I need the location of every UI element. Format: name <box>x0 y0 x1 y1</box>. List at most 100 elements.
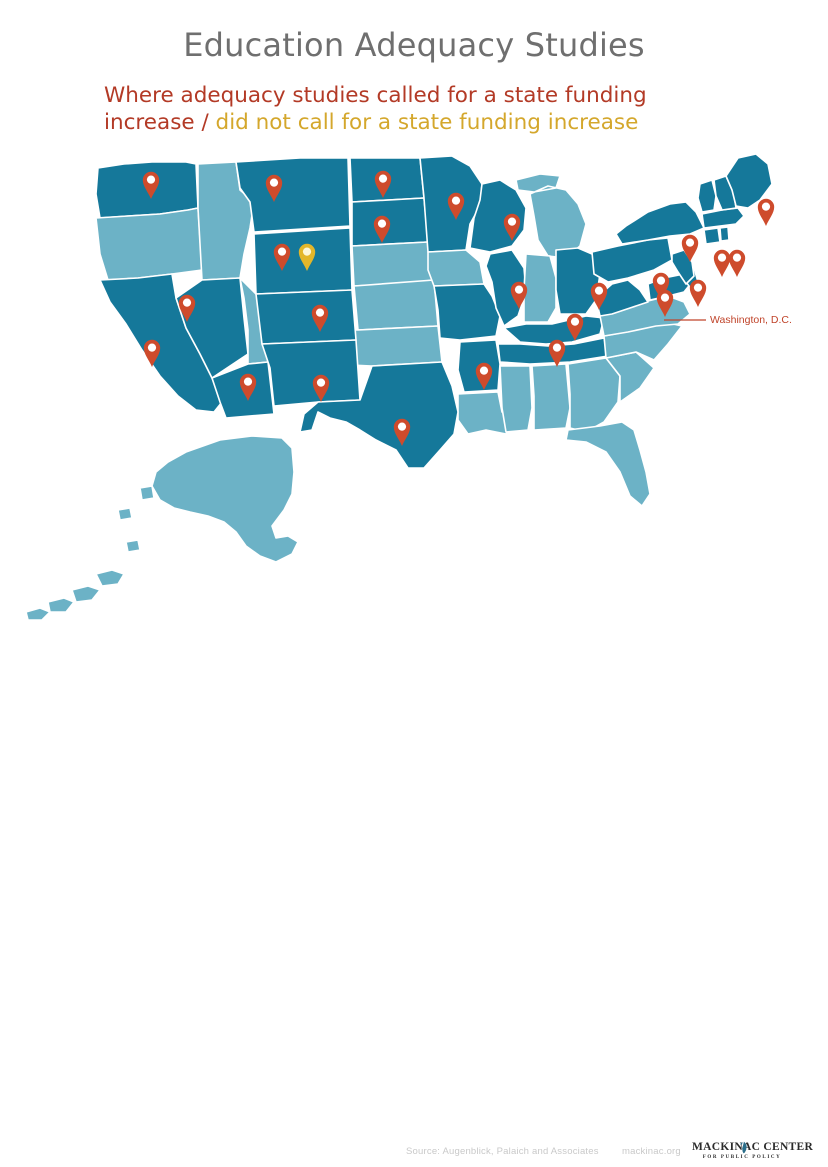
map-pin-VT[interactable] <box>713 249 731 277</box>
state-MT[interactable] <box>235 157 351 233</box>
us-map-svg: Washington, D.C. <box>25 153 792 620</box>
mackinac-logo[interactable]: MACKINAC CENTER FOR PUBLIC POLICY <box>692 1139 813 1167</box>
pin-center-dot <box>377 219 387 228</box>
map-pin-CA[interactable] <box>143 339 161 367</box>
dc-annotation: Washington, D.C. <box>664 314 792 326</box>
pin-center-dot <box>451 196 461 205</box>
state-IN[interactable] <box>523 253 557 323</box>
pin-center-dot <box>656 276 666 285</box>
pin-body <box>447 192 465 220</box>
state-GA[interactable] <box>567 357 621 433</box>
map-pin-AR[interactable] <box>475 362 493 390</box>
state-FL[interactable] <box>565 421 651 507</box>
state-ME[interactable] <box>725 153 773 209</box>
map-pin-NJ[interactable] <box>689 279 707 307</box>
state-NY[interactable] <box>615 201 705 245</box>
subtitle: Where adequacy studies called for a stat… <box>104 82 744 136</box>
state-TX[interactable] <box>299 361 459 469</box>
map-pin-CO[interactable] <box>311 304 329 332</box>
footer: Source: Augenblick, Palaich and Associat… <box>0 572 828 1160</box>
map-pin-MT[interactable] <box>265 174 283 202</box>
pin-body <box>590 282 608 310</box>
state-CO[interactable] <box>255 289 357 345</box>
state-AK[interactable] <box>25 435 299 620</box>
pin-body <box>393 418 411 446</box>
map-pin-WY[interactable] <box>273 243 291 271</box>
pin-center-dot <box>717 253 727 262</box>
map-pin-MN[interactable] <box>447 192 465 220</box>
map-pin-WA[interactable] <box>142 171 160 199</box>
subtitle-no-increase: did not call for a state funding increas… <box>215 110 639 135</box>
pin-center-dot <box>594 286 604 295</box>
map-pin-TN[interactable] <box>548 339 566 367</box>
pin-body <box>373 215 391 243</box>
map-pin-KY[interactable] <box>566 313 584 341</box>
map-pin-TX[interactable] <box>393 418 411 446</box>
state-CA[interactable] <box>99 273 223 413</box>
state-IL[interactable] <box>485 249 527 327</box>
pin-body <box>503 213 521 241</box>
state-AL[interactable] <box>531 363 571 431</box>
state-OR[interactable] <box>95 207 203 281</box>
website-text[interactable]: mackinac.org <box>622 1146 681 1157</box>
pin-body <box>510 281 528 309</box>
pin-center-dot <box>507 217 517 226</box>
pin-center-dot <box>397 422 407 431</box>
state-RI[interactable] <box>719 226 730 242</box>
pin-body <box>656 289 674 317</box>
state-WV[interactable] <box>595 279 649 317</box>
state-IA[interactable] <box>427 249 485 287</box>
michigan-silhouette-icon <box>740 1141 747 1154</box>
state-VT[interactable] <box>697 179 717 213</box>
pin-center-dot <box>660 293 670 302</box>
map-pin-SD[interactable] <box>373 215 391 243</box>
state-LA[interactable] <box>457 391 515 435</box>
pin-center-dot <box>269 178 279 187</box>
state-KY[interactable] <box>503 315 605 345</box>
state-NE[interactable] <box>351 241 435 287</box>
pin-body <box>142 171 160 199</box>
map-pin-PA[interactable] <box>652 272 670 300</box>
pin-body <box>312 374 330 402</box>
state-NM[interactable] <box>261 339 361 407</box>
map-pin-MD[interactable] <box>656 289 674 317</box>
map-pin-WY-2[interactable] <box>298 243 316 271</box>
state-MI[interactable] <box>515 173 587 259</box>
pin-body <box>728 249 746 277</box>
dc-label: Washington, D.C. <box>710 314 792 326</box>
map-pin-NM[interactable] <box>312 374 330 402</box>
pin-center-dot <box>302 247 312 256</box>
map-pin-NH[interactable] <box>728 249 746 277</box>
state-CT[interactable] <box>703 227 721 245</box>
state-KS[interactable] <box>353 279 439 331</box>
pin-body <box>143 339 161 367</box>
map-pin-WI[interactable] <box>503 213 521 241</box>
state-MS[interactable] <box>499 365 533 433</box>
pin-center-dot <box>243 377 253 386</box>
us-map-container: Washington, D.C. <box>0 150 828 620</box>
pin-body <box>689 279 707 307</box>
map-pin-OH[interactable] <box>590 282 608 310</box>
map-pin-NY[interactable] <box>681 234 699 262</box>
pin-center-dot <box>693 283 703 292</box>
pin-center-dot <box>146 175 156 184</box>
map-pin-AZ[interactable] <box>239 373 257 401</box>
state-MO[interactable] <box>433 283 501 341</box>
pin-body <box>239 373 257 401</box>
pin-center-dot <box>315 308 325 317</box>
pin-center-dot <box>570 317 580 326</box>
pin-center-dot <box>514 285 524 294</box>
pin-body <box>178 294 196 322</box>
pin-center-dot <box>378 174 388 183</box>
states-layer <box>25 153 773 620</box>
pin-body <box>374 170 392 198</box>
subtitle-increase: Where adequacy studies called for a stat… <box>104 83 647 135</box>
pin-center-dot <box>479 366 489 375</box>
infographic-root: Education Adequacy Studies Where adequac… <box>0 26 828 1160</box>
map-pin-ND[interactable] <box>374 170 392 198</box>
pin-center-dot <box>277 247 287 256</box>
map-pin-NV[interactable] <box>178 294 196 322</box>
pin-center-dot <box>552 343 562 352</box>
map-pin-ME[interactable] <box>757 198 775 226</box>
map-pin-IL[interactable] <box>510 281 528 309</box>
